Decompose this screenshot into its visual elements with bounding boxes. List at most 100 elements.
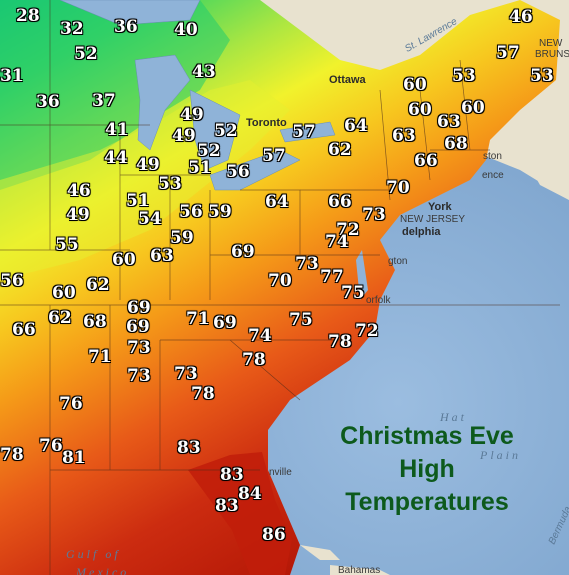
chesapeake-bay bbox=[356, 250, 368, 300]
temp-label: 46 bbox=[67, 181, 91, 201]
temp-label: 63 bbox=[437, 112, 461, 132]
temp-label: 60 bbox=[112, 250, 136, 270]
cold-zone bbox=[0, 0, 230, 190]
temp-label: 53 bbox=[530, 66, 554, 86]
temp-label: 60 bbox=[408, 100, 432, 120]
bahamas-land bbox=[300, 545, 340, 560]
new-jersey-label: NEW JERSEY bbox=[400, 214, 466, 225]
temp-label: 40 bbox=[174, 20, 198, 40]
temp-label: 78 bbox=[191, 384, 215, 404]
temp-label: 57 bbox=[292, 122, 316, 142]
temp-label: 46 bbox=[509, 7, 533, 27]
temp-label: 73 bbox=[362, 205, 386, 225]
lake-erie bbox=[209, 149, 301, 191]
temp-label: 53 bbox=[158, 174, 182, 194]
temp-label: 77 bbox=[320, 267, 344, 287]
temp-label: 55 bbox=[55, 235, 79, 255]
temp-label: 43 bbox=[192, 62, 216, 82]
temp-label: 84 bbox=[238, 484, 262, 504]
title-line: Temperatures bbox=[345, 488, 509, 516]
temp-label: 63 bbox=[150, 246, 174, 266]
temp-label: 74 bbox=[248, 326, 272, 346]
toronto-label: Toronto bbox=[246, 117, 287, 129]
temp-label: 73 bbox=[174, 364, 198, 384]
temp-label: 62 bbox=[328, 140, 352, 160]
temp-label: 74 bbox=[325, 232, 349, 252]
temp-label: 81 bbox=[62, 448, 86, 468]
gulf-of-label: Gulf of bbox=[66, 547, 121, 561]
temp-label: 51 bbox=[126, 191, 150, 211]
temp-label: 37 bbox=[92, 91, 116, 111]
norfolk-label: orfolk bbox=[366, 295, 391, 306]
lake-ontario bbox=[279, 121, 336, 143]
temp-label: 76 bbox=[59, 394, 83, 414]
title-line: Christmas Eve bbox=[340, 422, 514, 450]
temp-label: 75 bbox=[341, 283, 365, 303]
temp-label: 59 bbox=[208, 202, 232, 222]
temp-label: 57 bbox=[262, 146, 286, 166]
bahamas-label: Bahamas bbox=[338, 565, 381, 575]
nova-scotia-land bbox=[520, 120, 569, 200]
philadelphia-label: delphia bbox=[402, 226, 441, 238]
temp-label: 60 bbox=[403, 75, 427, 95]
temp-label: 73 bbox=[127, 366, 151, 386]
temp-label: 52 bbox=[214, 121, 238, 141]
temp-label: 44 bbox=[104, 148, 128, 168]
cuba-land bbox=[330, 565, 390, 575]
temp-label: 66 bbox=[12, 320, 36, 340]
temp-label: 32 bbox=[60, 19, 84, 39]
temp-label: 69 bbox=[127, 298, 151, 318]
temp-label: 73 bbox=[295, 254, 319, 274]
temp-label: 71 bbox=[186, 309, 210, 329]
temp-label: 69 bbox=[231, 242, 255, 262]
temp-label: 31 bbox=[0, 66, 24, 86]
new-brunswick-label: NEW bbox=[539, 38, 563, 49]
temp-label: 36 bbox=[36, 92, 60, 112]
temp-label: 53 bbox=[452, 66, 476, 86]
temp-label: 49 bbox=[172, 126, 196, 146]
boston-label: ston bbox=[483, 151, 502, 162]
temp-label: 69 bbox=[213, 313, 237, 333]
temp-label: 78 bbox=[328, 332, 352, 352]
temp-label: 68 bbox=[83, 312, 107, 332]
washington-label: gton bbox=[388, 256, 408, 267]
temp-label: 60 bbox=[52, 283, 76, 303]
temp-label: 69 bbox=[126, 317, 150, 337]
temp-label: 62 bbox=[48, 308, 72, 328]
temp-label: 56 bbox=[179, 202, 203, 222]
temp-label: 86 bbox=[262, 525, 286, 545]
brunswick-label: BRUNSV bbox=[535, 49, 569, 60]
temp-label: 54 bbox=[138, 209, 162, 229]
temp-label: 52 bbox=[197, 141, 221, 161]
temp-label: 63 bbox=[392, 126, 416, 146]
lake-huron bbox=[189, 89, 241, 171]
temp-label: 68 bbox=[444, 134, 468, 154]
temp-label: 60 bbox=[461, 98, 485, 118]
temp-label: 78 bbox=[0, 445, 24, 465]
lake-superior bbox=[59, 0, 201, 26]
temp-label: 49 bbox=[136, 155, 160, 175]
ottawa-label: Ottawa bbox=[329, 74, 366, 86]
temp-label: 71 bbox=[88, 347, 112, 367]
temp-label: 41 bbox=[105, 120, 129, 140]
temp-label: 66 bbox=[414, 151, 438, 171]
temp-label: 83 bbox=[177, 438, 201, 458]
temp-label: 70 bbox=[268, 271, 292, 291]
temp-label: 72 bbox=[336, 220, 360, 240]
temp-label: 49 bbox=[66, 205, 90, 225]
temp-label: 83 bbox=[220, 465, 244, 485]
temp-label: 52 bbox=[74, 44, 98, 64]
temp-label: 56 bbox=[0, 271, 24, 291]
temp-label: 78 bbox=[242, 350, 266, 370]
temp-label: 62 bbox=[86, 275, 110, 295]
temp-label: 76 bbox=[39, 436, 63, 456]
temp-label: 64 bbox=[344, 116, 368, 136]
jacksonville-label: nville bbox=[269, 467, 292, 478]
temp-label: 64 bbox=[265, 192, 289, 212]
temp-label: 66 bbox=[328, 192, 352, 212]
map-title: Christmas Eve High Temperatures bbox=[312, 420, 542, 519]
florida bbox=[188, 452, 292, 575]
temp-label: 72 bbox=[355, 321, 379, 341]
hat-label: Hat bbox=[440, 410, 467, 424]
